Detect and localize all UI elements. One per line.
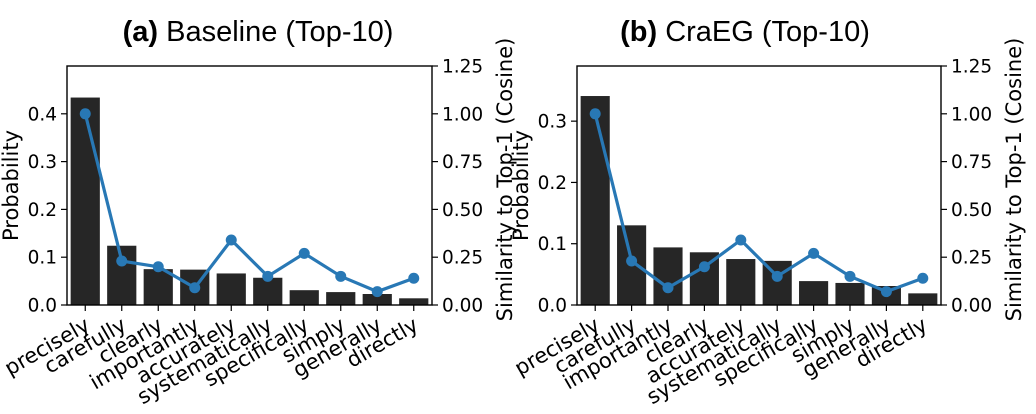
bar-directly <box>908 293 938 305</box>
right-tick-label: 0.00 <box>442 296 483 317</box>
bar-specifically <box>289 290 319 305</box>
similarity-point-precisely <box>589 108 601 120</box>
bar-importantly <box>653 247 683 305</box>
y2-axis-label: Similarity to Top-1 (Cosine) <box>493 38 517 322</box>
panel-title-text: Baseline (Top-10) <box>158 16 393 48</box>
right-tick-label: 1.25 <box>442 57 483 78</box>
right-tick-label: 0.75 <box>442 152 483 173</box>
left-tick-label: 0.1 <box>28 248 57 269</box>
similarity-point-importantly <box>189 282 201 294</box>
similarity-point-importantly <box>662 282 674 294</box>
bar-generally <box>362 294 392 305</box>
similarity-point-accurately <box>735 234 747 246</box>
left-tick-label: 0.4 <box>28 104 57 125</box>
right-tick-label: 1.00 <box>951 104 992 125</box>
bar-simply <box>326 292 356 305</box>
left-tick-label: 0.1 <box>538 234 567 255</box>
right-tick-label: 0.50 <box>951 200 992 221</box>
similarity-point-simply <box>335 270 347 282</box>
similarity-point-specifically <box>808 247 820 259</box>
left-tick-label: 0.0 <box>538 296 567 317</box>
bar-specifically <box>799 281 829 305</box>
bar-simply <box>835 282 865 305</box>
bar-directly <box>399 298 429 305</box>
right-tick-label: 0.75 <box>951 152 992 173</box>
similarity-point-generally <box>880 286 892 298</box>
similarity-point-carefully <box>626 255 638 267</box>
similarity-point-directly <box>917 272 929 284</box>
bar-systematically <box>253 277 283 305</box>
right-tick-label: 0.25 <box>442 248 483 269</box>
bar-precisely <box>70 97 100 305</box>
chart-title: (a) Baseline (Top-10) <box>123 16 394 48</box>
similarity-line <box>593 113 924 294</box>
y-axis-label: Probability <box>509 130 533 241</box>
left-tick-label: 0.2 <box>538 173 567 194</box>
right-tick-label: 1.25 <box>951 57 992 78</box>
left-tick-label: 0.2 <box>28 200 57 221</box>
similarity-point-generally <box>371 286 383 298</box>
similarity-point-precisely <box>79 108 91 120</box>
y-axis-label: Probability <box>0 130 23 241</box>
similarity-point-accurately <box>225 234 237 246</box>
left-tick-label: 0.3 <box>28 152 57 173</box>
y2-axis-label: Similarity to Top-1 (Cosine) <box>1002 38 1026 322</box>
panel-title-text: CraEG (Top-10) <box>657 16 870 48</box>
bar-accurately <box>216 273 246 305</box>
bar-precisely <box>580 96 610 306</box>
similarity-point-simply <box>844 270 856 282</box>
similarity-point-clearly <box>698 261 710 273</box>
similarity-point-specifically <box>298 247 310 259</box>
chart-title: (b) CraEG (Top-10) <box>620 16 870 48</box>
left-tick-label: 0.3 <box>538 112 567 133</box>
plot-frame <box>576 65 942 306</box>
panel-a: (a) Baseline (Top-10) 0.0 0.1 0.2 0.3 0.4 0.00… <box>0 16 517 409</box>
similarity-point-systematically <box>262 270 274 282</box>
similarity-line <box>83 113 415 294</box>
right-tick-label: 0.50 <box>442 200 483 221</box>
panel-b: (b) CraEG (Top-10) 0.0 0.1 0.2 0.3 0.00 0.25 0.… <box>509 16 1026 409</box>
plot-frame <box>66 65 433 306</box>
similarity-point-carefully <box>116 255 128 267</box>
right-tick-label: 1.00 <box>442 104 483 125</box>
similarity-point-clearly <box>152 261 164 273</box>
right-tick-label: 0.00 <box>951 296 992 317</box>
similarity-point-directly <box>408 272 420 284</box>
bar-clearly <box>143 269 173 305</box>
right-tick-label: 0.25 <box>951 248 992 269</box>
similarity-point-systematically <box>771 270 783 282</box>
panel-label: (a) <box>123 16 158 48</box>
bar-accurately <box>726 259 756 305</box>
left-tick-label: 0.0 <box>28 296 57 317</box>
panel-label: (b) <box>620 16 657 48</box>
